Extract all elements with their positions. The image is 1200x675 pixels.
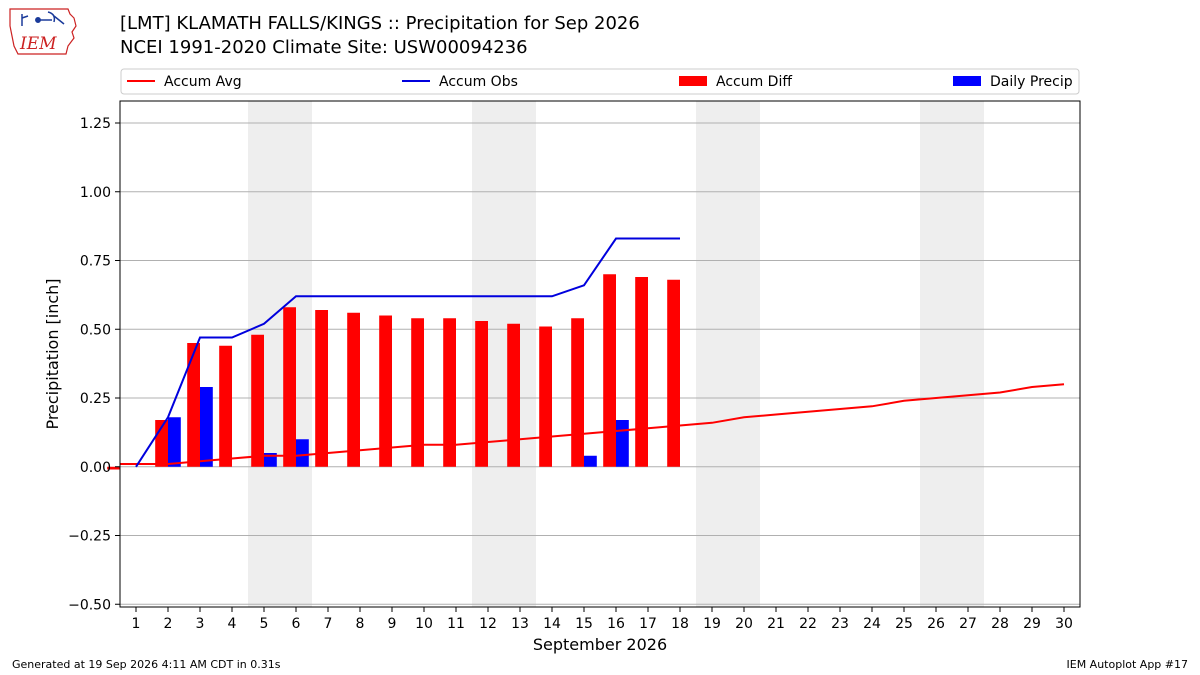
y-gridlines [120,122,1080,605]
accum-diff-bar [283,307,296,467]
x-tick-label: 2 [164,616,173,632]
chart-title: [LMT] KLAMATH FALLS/KINGS :: Precipitati… [120,13,640,34]
y-axis: −0.50 −0.25 0.00 0.25 0.50 0.75 1.00 1.25 [68,116,120,613]
accum-diff-bar [315,310,328,467]
accum-diff-bar [411,318,424,467]
daily-precip-bar [200,387,213,467]
x-tick-label: 14 [543,616,561,632]
x-tick-label: 23 [831,616,849,632]
accum-diff-bar [539,326,552,467]
x-tick-label: 5 [260,616,269,632]
x-axis: 1 2 3 4 5 6 7 8 9 10 11 12 13 14 15 16 17 18 19 20 21 22 23 24 2… [132,607,1073,632]
accum-diff-bar [379,315,392,467]
accum-diff-bar [347,312,360,467]
weekend-band-2 [696,101,760,607]
x-tick-label: 18 [671,616,689,632]
legend-bar-swatch [953,76,981,86]
daily-precip-bars [168,387,629,467]
daily-precip-bar [616,420,629,467]
accum-diff-bars [107,274,680,470]
weather-symbols-icon [21,11,65,26]
accum-obs-line [135,237,680,468]
chart-subtitle: NCEI 1991-2020 Climate Site: USW00094236 [120,37,528,58]
x-tick-label: 15 [575,616,593,632]
legend-entry: Daily Precip [953,74,1073,90]
app-note: IEM Autoplot App #17 [1066,658,1189,671]
legend-entry: Accum Obs [402,74,518,90]
weekend-band-3 [920,101,984,607]
x-tick-label: 1 [132,616,141,632]
plot-frame [119,100,1081,608]
iem-logo: IEM [9,8,77,55]
generated-note: Generated at 19 Sep 2026 4:11 AM CDT in … [12,658,281,671]
legend-box [120,68,1080,95]
legend: Accum Avg Accum Obs Accum Diff Daily Precip [120,68,1080,95]
x-tick-label: 8 [356,616,365,632]
legend-entry: Accum Diff [679,74,792,90]
logo-text: IEM [19,34,57,54]
accum-diff-bar [187,343,200,467]
x-tick-label: 12 [479,616,497,632]
x-tick-label: 30 [1055,616,1073,632]
accum-diff-bar [219,345,232,467]
x-tick-label: 7 [324,616,333,632]
x-tick-label: 4 [228,616,237,632]
x-tick-label: 9 [388,616,397,632]
accum-diff-bar [667,279,680,467]
y-tick-label: 1.00 [80,185,111,201]
x-tick-label: 26 [927,616,945,632]
iowa-outline-icon [9,8,77,55]
accum-diff-bar [507,323,520,467]
x-tick-label: 24 [863,616,881,632]
x-tick-label: 10 [415,616,433,632]
x-tick-label: 20 [735,616,753,632]
daily-precip-bar [296,439,309,467]
x-tick-label: 25 [895,616,913,632]
x-tick-label: 6 [292,616,301,632]
legend-bar-swatch [679,76,707,86]
accum-avg-line [120,383,1065,465]
legend-label: Accum Diff [716,74,792,90]
y-tick-label: 1.25 [80,116,111,132]
x-tick-label: 22 [799,616,817,632]
x-tick-label: 28 [991,616,1009,632]
x-tick-label: 16 [607,616,625,632]
x-tick-label: 11 [447,616,465,632]
x-axis-label: September 2026 [533,635,667,654]
x-tick-label: 19 [703,616,721,632]
y-tick-label: −0.50 [68,597,111,613]
y-tick-label: 0.75 [80,254,111,270]
x-tick-label: 3 [196,616,205,632]
daily-precip-bar [584,455,597,467]
legend-entry: Accum Avg [127,74,242,90]
accum-lines [120,237,1065,468]
legend-label: Daily Precip [990,74,1073,90]
accum-diff-bar [571,318,584,467]
x-tick-label: 13 [511,616,529,632]
x-tick-label: 17 [639,616,657,632]
y-tick-label: 0.00 [80,460,111,476]
x-tick-label: 29 [1023,616,1041,632]
x-tick-label: 21 [767,616,785,632]
y-tick-label: −0.25 [68,529,111,545]
accum-diff-bar [475,321,488,467]
legend-label: Accum Obs [439,74,518,90]
legend-label: Accum Avg [164,74,242,90]
accum-diff-bar [635,277,648,467]
y-axis-label: Precipitation [inch] [43,278,62,429]
accum-diff-bar [443,318,456,467]
accum-diff-bar [107,466,120,470]
accum-diff-bar [603,274,616,467]
daily-precip-bar [168,417,181,467]
accum-diff-bar [251,334,264,467]
y-tick-label: 0.25 [80,391,111,407]
y-tick-label: 0.50 [80,322,111,338]
x-tick-label: 27 [959,616,977,632]
